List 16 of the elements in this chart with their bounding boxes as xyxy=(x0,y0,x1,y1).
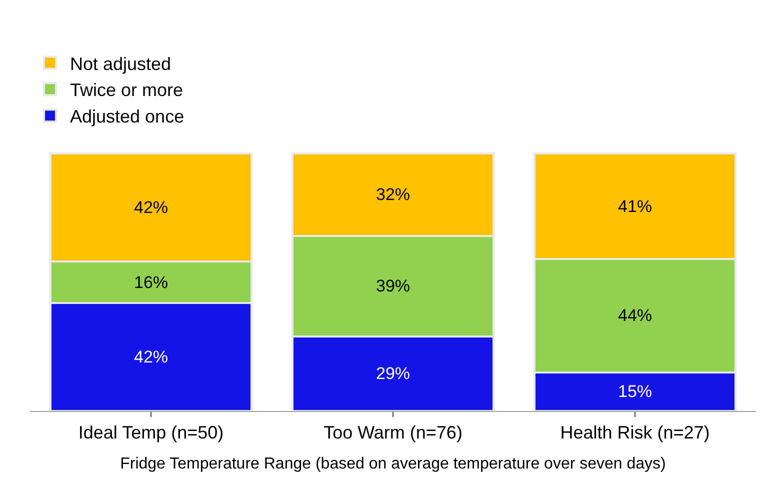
x-axis-title: Fridge Temperature Range (based on average temperature over seven days) xyxy=(120,455,666,472)
data-label: 44% xyxy=(618,306,652,326)
data-label: 15% xyxy=(618,382,652,402)
data-label: 32% xyxy=(376,185,410,204)
data-label: 29% xyxy=(376,364,410,384)
data-label: 42% xyxy=(134,198,168,218)
data-label: 39% xyxy=(376,276,410,296)
data-label: 42% xyxy=(134,347,168,366)
legend-label: Not adjusted xyxy=(70,54,172,74)
x-tick-label: Health Risk (n=27) xyxy=(560,422,710,443)
x-tick-label: Ideal Temp (n=50) xyxy=(78,422,224,443)
legend-label: Adjusted once xyxy=(70,106,184,127)
data-label: 16% xyxy=(134,272,168,292)
x-tick-label: Too Warm (n=76) xyxy=(324,422,462,443)
legend-label: Twice or more xyxy=(70,80,184,100)
data-label: 41% xyxy=(618,196,652,216)
